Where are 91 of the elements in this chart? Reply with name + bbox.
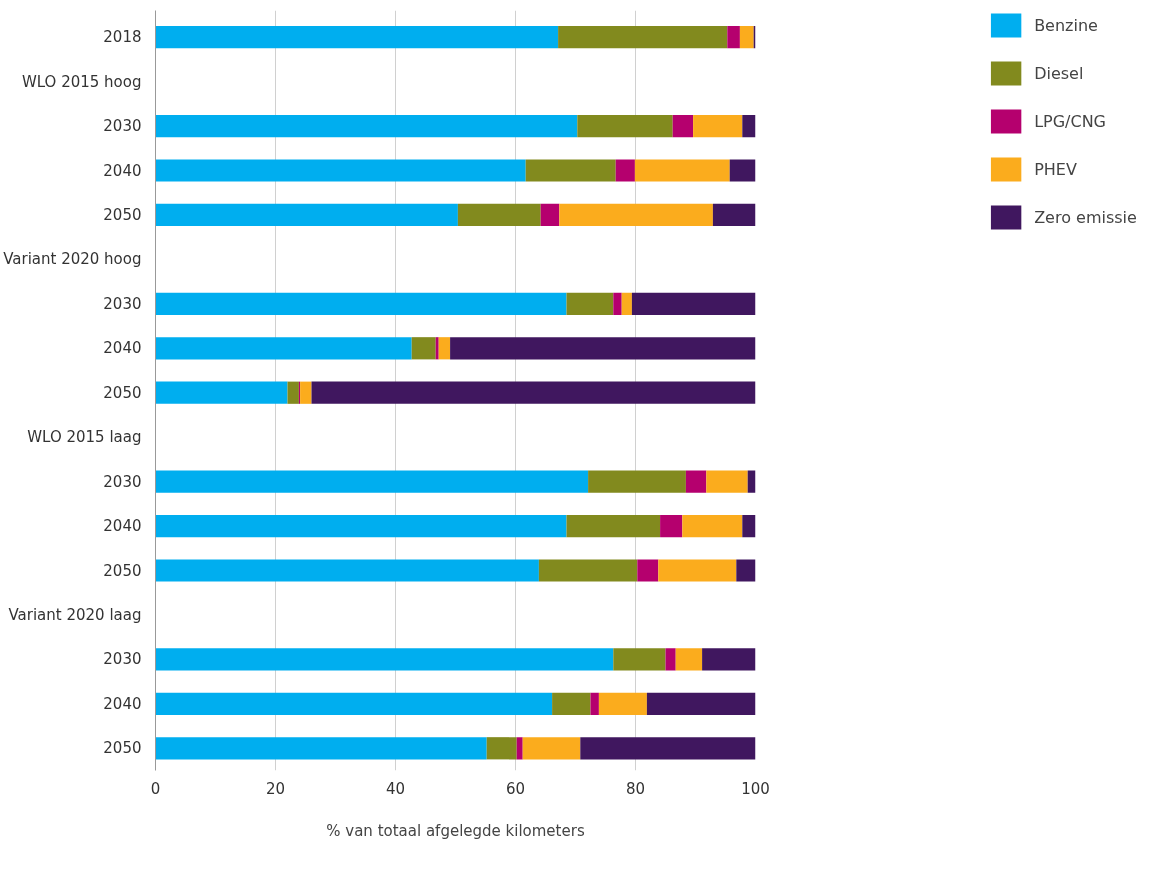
bar [682,514,743,538]
bar [613,292,622,315]
x-tick-label: 80 [625,779,646,798]
bar [693,114,743,138]
bar [727,26,740,49]
bar [155,337,412,360]
bar [566,514,661,538]
y-tick-label: 2040 [103,694,142,713]
bar [438,337,451,360]
bar [702,648,756,671]
bar [155,692,553,715]
bar [155,114,578,138]
bar [729,159,756,182]
legend-label: LPG/CNG [1034,111,1107,131]
x-tick-label: 100 [741,779,770,798]
bar [566,292,614,315]
y-tick-label: 2030 [103,472,142,491]
y-tick-label: 2040 [103,517,142,536]
y-tick-label: 2018 [103,28,142,47]
y-tick-label: 2040 [103,339,142,358]
bar [660,514,683,538]
bar [706,470,748,493]
y-tick-label: 2040 [103,161,142,180]
bar [598,692,647,715]
x-tick-label: 20 [265,779,286,798]
bar [646,692,756,715]
bar [155,470,589,493]
bar [621,292,632,315]
bar [552,692,591,715]
legend-label: PHEV [1034,159,1077,179]
bar [736,559,756,582]
bar [486,737,517,760]
legend-label: Diesel [1034,63,1084,83]
x-tick-label: 60 [505,779,526,798]
bar [631,292,756,315]
bar [577,114,673,138]
bar [588,470,686,493]
bar [155,648,614,671]
bar [685,470,707,493]
bar [525,159,616,182]
bar [580,737,756,760]
bar [450,337,756,360]
x-tick-label: 0 [150,779,161,798]
bar [287,381,299,404]
x-tick-label: 40 [385,779,406,798]
y-tick-label: 2030 [103,117,142,136]
bar [559,203,713,227]
bar [522,737,581,760]
bar [516,737,523,760]
bar [637,559,659,582]
bar [658,559,737,582]
bar [665,648,676,671]
bar [712,203,756,227]
bar [672,114,694,138]
bar [538,559,638,582]
bar [675,648,703,671]
bar [155,203,458,227]
legend-label: Zero emissie [1034,207,1137,227]
legend-label: Benzine [1034,15,1098,35]
bar [155,559,539,582]
y-tick-label: WLO 2015 hoog [21,72,142,91]
y-tick-label: Variant 2020 hoog [3,250,142,269]
bar [634,159,730,182]
bar [457,203,541,227]
y-tick-label: 2050 [103,739,142,758]
y-tick-label: 2050 [103,383,142,402]
y-tick-label: 2050 [103,205,142,224]
y-tick-label: Variant 2020 laag [8,605,142,624]
bar [540,203,560,227]
bar [613,648,666,671]
bar [155,381,288,404]
bar [558,26,728,49]
y-tick-label: 2030 [103,650,142,669]
bar [311,381,756,404]
y-tick-label: 2050 [103,561,142,580]
bar [155,26,559,49]
bar [435,337,439,360]
bar [742,114,756,138]
bar [155,292,567,315]
bar [155,159,526,182]
bar [411,337,436,360]
bar [739,26,754,49]
bar [155,514,567,538]
bar [155,737,487,760]
y-tick-label: WLO 2015 laag [27,428,142,447]
x-axis-title: % van totaal afgelegde kilometers [326,821,585,840]
bar [742,514,756,538]
bar [300,381,312,404]
bar [615,159,635,182]
y-tick-label: 2030 [103,294,142,313]
bar [590,692,599,715]
